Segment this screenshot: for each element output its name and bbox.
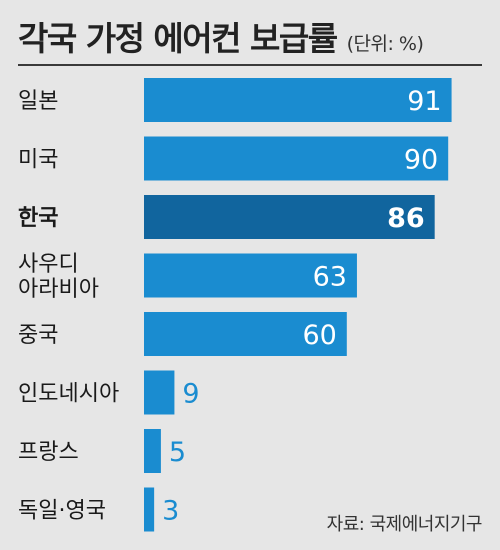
category-label: 한국 bbox=[18, 206, 58, 231]
bar bbox=[144, 429, 161, 473]
value-label: 91 bbox=[407, 86, 441, 117]
value-label: 86 bbox=[387, 203, 425, 234]
bar bbox=[144, 195, 435, 239]
category-label: 사우디 아라비아 bbox=[18, 252, 99, 302]
category-label: 프랑스 bbox=[18, 440, 79, 465]
value-label: 3 bbox=[162, 496, 179, 527]
value-label: 63 bbox=[313, 262, 347, 293]
bar bbox=[144, 312, 347, 356]
value-label: 60 bbox=[302, 320, 336, 351]
bar bbox=[144, 370, 175, 415]
bar bbox=[144, 78, 452, 122]
chart-title: 각국 가정 에어컨 보급률 (단위: %) bbox=[18, 12, 424, 60]
chart-unit: (단위: %) bbox=[346, 33, 424, 55]
chart-title-main: 각국 가정 에어컨 보급률 bbox=[18, 19, 338, 58]
bar bbox=[144, 136, 449, 181]
title-divider bbox=[18, 64, 482, 66]
bar bbox=[144, 253, 357, 298]
category-label: 독일·영국 bbox=[18, 499, 106, 524]
category-label: 인도네시아 bbox=[18, 382, 119, 407]
category-label: 일본 bbox=[18, 89, 58, 114]
bar bbox=[144, 487, 155, 532]
category-label: 중국 bbox=[18, 323, 58, 348]
category-label: 미국 bbox=[18, 148, 58, 173]
value-label: 5 bbox=[169, 437, 186, 468]
value-label: 90 bbox=[404, 145, 438, 176]
source-note: 자료: 국제에너지기구 bbox=[326, 514, 483, 535]
value-label: 9 bbox=[182, 379, 199, 410]
